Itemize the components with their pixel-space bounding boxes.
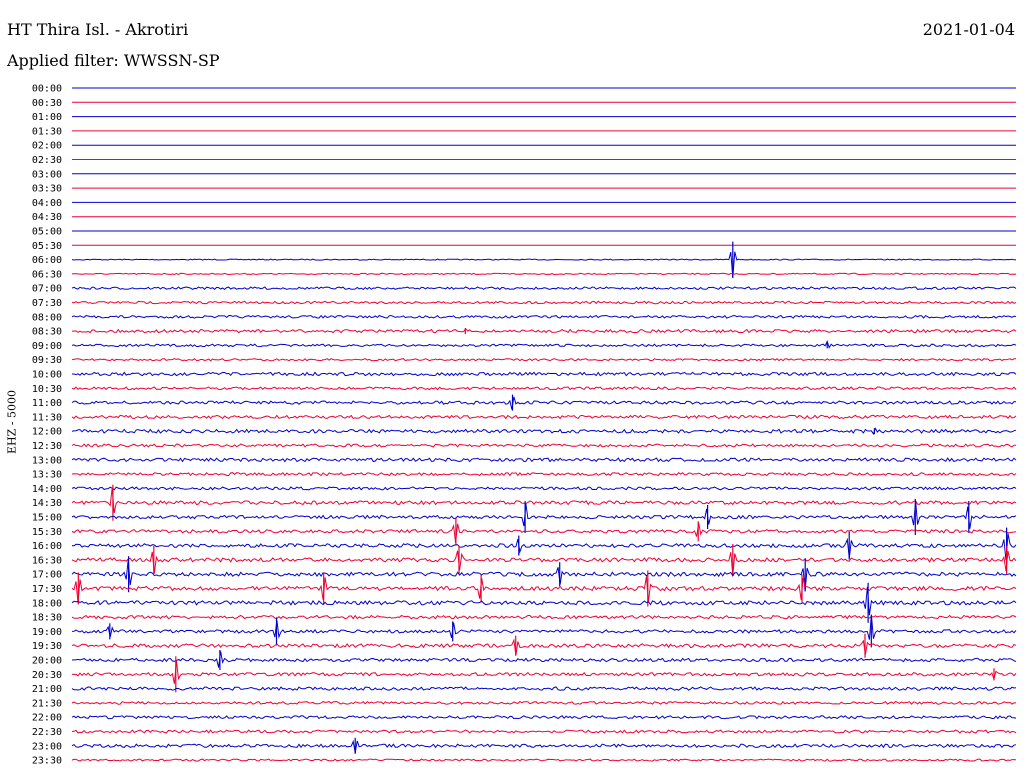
row-label: 23:00 xyxy=(32,741,62,752)
trace-line xyxy=(71,758,1017,762)
trace-line xyxy=(71,550,1017,576)
station-title: HT Thira Isl. - Akrotiri xyxy=(7,20,189,39)
row-label: 12:00 xyxy=(32,427,62,438)
row-label: 01:30 xyxy=(32,126,62,137)
trace-line xyxy=(71,272,1017,276)
trace-line xyxy=(71,651,1017,668)
trace-line xyxy=(71,586,1017,616)
row-label: 14:00 xyxy=(32,484,62,495)
row-label: 18:00 xyxy=(32,598,62,609)
row-label: 10:30 xyxy=(32,384,62,395)
row-label: 15:30 xyxy=(32,527,62,538)
row-label: 22:30 xyxy=(32,727,62,738)
row-label: 22:00 xyxy=(32,713,62,724)
row-label: 21:30 xyxy=(32,698,62,709)
trace-line xyxy=(71,386,1017,391)
row-label: 11:30 xyxy=(32,412,62,423)
filter-label: Applied filter: WWSSN-SP xyxy=(7,51,220,70)
row-label: 04:30 xyxy=(32,212,62,223)
trace-line xyxy=(71,251,1017,278)
row-label: 21:00 xyxy=(32,684,62,695)
row-label: 13:30 xyxy=(32,470,62,481)
trace-line xyxy=(71,638,1017,656)
row-label: 06:00 xyxy=(32,255,62,266)
row-label: 09:30 xyxy=(32,355,62,366)
row-label: 11:00 xyxy=(32,398,62,409)
row-label: 08:30 xyxy=(32,327,62,338)
trace-line xyxy=(71,457,1017,463)
row-label: 14:30 xyxy=(32,498,62,509)
row-label: 12:30 xyxy=(32,441,62,452)
row-label: 02:30 xyxy=(32,155,62,166)
row-label: 00:00 xyxy=(32,84,62,95)
row-label: 05:00 xyxy=(32,227,62,238)
trace-line xyxy=(71,576,1017,604)
row-label: 17:30 xyxy=(32,584,62,595)
row-label: 16:00 xyxy=(32,541,62,552)
row-label: 15:00 xyxy=(32,513,62,524)
trace-line xyxy=(71,414,1017,420)
row-label: 13:00 xyxy=(32,455,62,466)
trace-line xyxy=(71,358,1017,362)
row-label: 17:00 xyxy=(32,570,62,581)
trace-line xyxy=(72,371,1017,377)
trace-line xyxy=(71,500,1017,529)
row-label: 00:30 xyxy=(32,98,62,109)
row-label: 20:00 xyxy=(32,656,62,667)
trace-line xyxy=(71,471,1017,477)
trace-line xyxy=(71,559,1017,592)
date-label: 2021-01-04 xyxy=(922,20,1015,39)
row-labels: 00:00 00:30 01:00 01:30 02:00 02:30 03:00 03:30… xyxy=(32,84,62,767)
trace-line xyxy=(71,396,1017,410)
trace-line xyxy=(71,340,1017,349)
row-label: 19:00 xyxy=(32,627,62,638)
trace-line xyxy=(71,700,1017,705)
trace-line xyxy=(71,533,1017,561)
trace-line xyxy=(71,314,1017,319)
trace-line xyxy=(71,729,1017,734)
row-label: 07:30 xyxy=(32,298,62,309)
seismic-traces xyxy=(71,87,1017,762)
trace-line xyxy=(71,614,1017,620)
row-label: 03:30 xyxy=(32,184,62,195)
trace-line xyxy=(71,715,1017,720)
trace-line xyxy=(71,300,1017,305)
trace-line xyxy=(72,327,1017,334)
row-label: 16:30 xyxy=(32,555,62,566)
trace-line xyxy=(71,427,1017,436)
row-label: 03:00 xyxy=(32,169,62,180)
row-label: 07:00 xyxy=(32,284,62,295)
trace-line xyxy=(71,522,1017,544)
trace-line xyxy=(71,660,1017,684)
row-label: 06:30 xyxy=(32,269,62,280)
row-label: 10:00 xyxy=(32,370,62,381)
row-label: 23:30 xyxy=(32,756,62,767)
row-label: 20:30 xyxy=(32,670,62,681)
trace-line xyxy=(71,486,1017,491)
row-label: 08:00 xyxy=(32,312,62,323)
row-label: 19:30 xyxy=(32,641,62,652)
row-label: 18:30 xyxy=(32,613,62,624)
trace-line xyxy=(71,487,1017,514)
row-label: 09:00 xyxy=(32,341,62,352)
row-label: 02:00 xyxy=(32,141,62,152)
trace-line xyxy=(71,443,1017,448)
row-label: 04:00 xyxy=(32,198,62,209)
trace-line xyxy=(71,739,1017,753)
trace-line xyxy=(71,686,1017,691)
row-label: 01:00 xyxy=(32,112,62,123)
row-label: 05:30 xyxy=(32,241,62,252)
trace-line xyxy=(71,286,1017,291)
trace-line xyxy=(71,614,1017,640)
